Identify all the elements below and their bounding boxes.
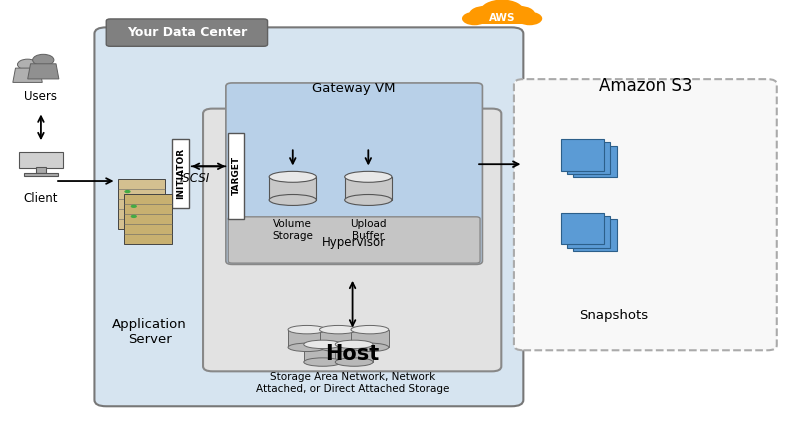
Ellipse shape — [345, 171, 392, 182]
FancyBboxPatch shape — [514, 79, 777, 350]
Text: Host: Host — [326, 344, 379, 364]
Bar — [288, 330, 326, 347]
Ellipse shape — [351, 343, 389, 352]
Circle shape — [124, 200, 131, 203]
Bar — [560, 213, 604, 244]
Text: Snapshots: Snapshots — [579, 309, 648, 322]
Ellipse shape — [320, 325, 357, 334]
Circle shape — [480, 0, 524, 23]
Text: INITIATOR: INITIATOR — [176, 148, 185, 199]
Text: Users: Users — [24, 90, 57, 103]
Bar — [304, 344, 342, 362]
Ellipse shape — [345, 195, 392, 205]
Text: Volume
Storage: Volume Storage — [272, 219, 313, 240]
FancyBboxPatch shape — [106, 19, 268, 46]
Bar — [172, 139, 189, 208]
Bar — [567, 216, 611, 248]
Polygon shape — [28, 64, 59, 79]
Ellipse shape — [269, 195, 316, 205]
Text: Hypervisor: Hypervisor — [322, 236, 386, 248]
Text: Your Data Center: Your Data Center — [127, 26, 247, 39]
Text: Amazon S3: Amazon S3 — [599, 77, 692, 95]
Bar — [351, 330, 389, 347]
Bar — [320, 330, 357, 347]
Ellipse shape — [288, 325, 326, 334]
Ellipse shape — [17, 59, 38, 70]
Text: TARGET: TARGET — [231, 156, 241, 195]
Bar — [24, 173, 58, 176]
Ellipse shape — [335, 340, 373, 349]
Bar — [118, 179, 165, 229]
Ellipse shape — [351, 325, 389, 334]
Bar — [335, 344, 373, 362]
Circle shape — [131, 205, 137, 208]
Bar — [269, 177, 316, 200]
Bar — [573, 219, 617, 251]
Circle shape — [504, 6, 535, 23]
Bar — [228, 133, 244, 219]
Ellipse shape — [320, 343, 357, 352]
Text: Storage Area Network, Network
Attached, or Direct Attached Storage: Storage Area Network, Network Attached, … — [256, 372, 449, 394]
Circle shape — [469, 6, 501, 23]
Text: Upload
Buffer: Upload Buffer — [350, 219, 386, 240]
Text: Application
Server: Application Server — [113, 318, 187, 346]
Bar — [560, 139, 604, 171]
FancyBboxPatch shape — [226, 83, 482, 264]
Polygon shape — [13, 68, 42, 83]
Ellipse shape — [304, 340, 342, 349]
Ellipse shape — [269, 171, 316, 182]
Bar — [124, 194, 172, 244]
Bar — [345, 177, 392, 200]
Circle shape — [131, 215, 137, 218]
Circle shape — [462, 12, 487, 25]
Ellipse shape — [33, 54, 54, 66]
Circle shape — [124, 190, 131, 193]
FancyBboxPatch shape — [94, 27, 523, 406]
Circle shape — [517, 12, 542, 25]
Ellipse shape — [335, 358, 373, 366]
Bar — [573, 146, 617, 177]
Bar — [19, 152, 63, 168]
Text: iSCSI: iSCSI — [180, 173, 210, 185]
FancyBboxPatch shape — [228, 217, 480, 263]
Text: AWS: AWS — [489, 13, 515, 23]
FancyBboxPatch shape — [203, 109, 501, 371]
Ellipse shape — [304, 358, 342, 366]
Bar — [567, 142, 611, 174]
Bar — [36, 167, 46, 173]
Bar — [469, 15, 535, 24]
Text: Gateway VM: Gateway VM — [312, 82, 396, 95]
Text: Client: Client — [24, 192, 58, 205]
Ellipse shape — [288, 343, 326, 352]
